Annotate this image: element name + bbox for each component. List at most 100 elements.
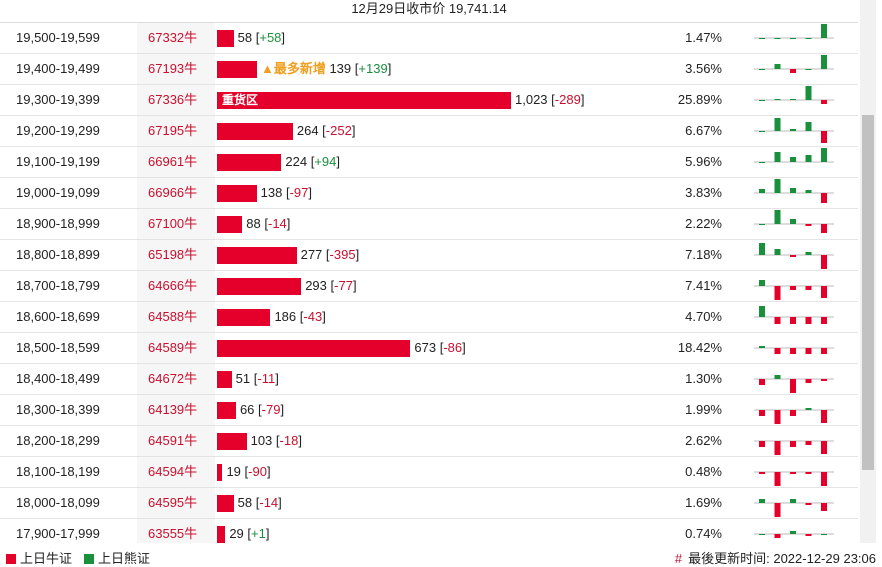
spark-bar (821, 148, 827, 162)
header: 12月29日收市价 19,741.14 (0, 0, 858, 23)
spark-bar (759, 346, 765, 348)
spark-bar (774, 348, 781, 354)
count: 673 (414, 340, 437, 355)
legend-item: 上日熊证 (84, 548, 150, 567)
code-bg (137, 85, 215, 115)
change: -395 (329, 247, 356, 262)
count-info: 186 [-43] (274, 309, 326, 324)
update-text: 最後更新时间: 2022-12-29 23:06 (688, 551, 876, 566)
spark-bar (805, 348, 812, 354)
count-bar (217, 92, 511, 109)
spark-bar (759, 410, 765, 416)
spark-bar (790, 157, 796, 162)
percent: 1.69% (685, 495, 722, 510)
sparkline (754, 24, 834, 39)
spark-bar (774, 179, 781, 193)
code-bg (137, 426, 215, 456)
legend-swatch (84, 554, 94, 564)
code: 64594牛 (148, 464, 198, 479)
legend-label: 上日熊证 (98, 551, 151, 566)
code: 67195牛 (148, 123, 198, 138)
change: +58 (259, 30, 282, 45)
range: 18,400-18,499 (16, 371, 100, 386)
code-bg (137, 302, 215, 332)
code-bg (137, 271, 215, 301)
spark-bar (821, 348, 827, 354)
spark-bar (821, 24, 827, 38)
count: 66 (239, 402, 255, 417)
table-row: 18,200-18,299 64591牛 103 [-18] 2.62% (0, 426, 858, 457)
spark-bar (821, 410, 827, 423)
table-row: 18,900-18,999 67100牛 88 [-14] 2.22% (0, 209, 858, 240)
spark-bar (805, 317, 812, 324)
spark-bar (790, 38, 796, 39)
spark-bar (774, 503, 781, 517)
code-bg (137, 209, 215, 239)
percent: 1.47% (685, 30, 722, 45)
spark-bar (774, 249, 781, 255)
spark-bar (821, 55, 827, 69)
spark-bar (759, 379, 765, 385)
spark-bar (805, 224, 812, 226)
scrollbar[interactable] (860, 0, 876, 543)
count: 138 (260, 185, 283, 200)
range: 18,300-18,399 (16, 402, 100, 417)
spark-bar (790, 472, 796, 474)
spark-bar (774, 64, 781, 69)
count-info: 224 [+94] (285, 154, 340, 169)
percent: 0.48% (685, 464, 722, 479)
spark-bar (759, 280, 765, 286)
table-row: 19,000-19,099 66966牛 138 [-97] 3.83% (0, 178, 858, 209)
spark-bar (821, 441, 827, 454)
range: 19,000-19,099 (16, 185, 100, 200)
spark-bar (774, 38, 781, 39)
spark-bar (821, 224, 827, 233)
scroll-thumb[interactable] (862, 115, 874, 470)
code: 67336牛 (148, 92, 198, 107)
change: +139 (358, 61, 388, 76)
range: 18,000-18,099 (16, 495, 100, 510)
spark-bar (821, 472, 827, 486)
count-info: 264 [-252] (296, 123, 356, 138)
spark-bar (805, 408, 812, 410)
change: -252 (325, 123, 352, 138)
spark-bar (774, 152, 781, 162)
range: 18,100-18,199 (16, 464, 100, 479)
spark-bar (759, 162, 765, 163)
percent: 7.41% (685, 278, 722, 293)
range: 19,100-19,199 (16, 154, 100, 169)
change: -90 (248, 464, 267, 479)
spark-bar (790, 69, 796, 73)
count-bar (217, 61, 257, 78)
legend-label: 上日牛证 (20, 551, 73, 566)
percent: 5.96% (685, 154, 722, 169)
count-bar (217, 154, 282, 171)
code: 64588牛 (148, 309, 198, 324)
code: 64672牛 (148, 371, 198, 386)
spark-bar (759, 38, 765, 39)
spark-bar (805, 534, 812, 536)
spark-bar (790, 219, 796, 224)
code-bg (137, 364, 215, 394)
sparkline (754, 118, 834, 143)
spark-bar (821, 255, 827, 269)
percent: 7.18% (685, 247, 722, 262)
spark-bar (759, 100, 765, 101)
code: 66966牛 (148, 185, 198, 200)
change: -43 (303, 309, 323, 324)
code: 63555牛 (148, 526, 198, 541)
count-bar (217, 123, 293, 140)
spark-bar (774, 118, 781, 131)
spark-bar (790, 255, 796, 257)
spark-bar (821, 317, 827, 324)
code: 64666牛 (148, 278, 198, 293)
count-bar (217, 402, 236, 419)
change: +1 (251, 526, 266, 541)
table-row: 18,500-18,599 64589牛 673 [-86] 18.42% (0, 333, 858, 364)
spark-bar (821, 534, 827, 535)
footer: 上日牛证 上日熊证 # 最後更新时间: 2022-12-29 23:06 (0, 548, 882, 567)
count: 139 (329, 61, 352, 76)
spark-bar (774, 286, 781, 300)
percent: 3.83% (685, 185, 722, 200)
count: 293 (305, 278, 327, 293)
